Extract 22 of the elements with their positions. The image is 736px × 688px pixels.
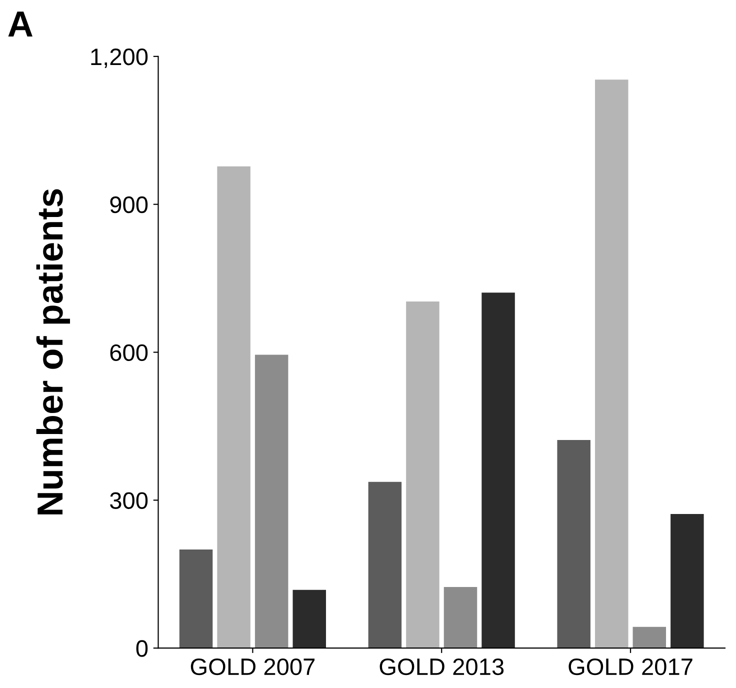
bar: [444, 586, 478, 648]
bar: [670, 514, 704, 648]
x-tick-label: GOLD 2013: [380, 658, 504, 676]
y-tick-label: 900: [110, 196, 148, 214]
bar: [254, 354, 288, 648]
y-tick-label: 300: [110, 492, 148, 509]
bar: [217, 166, 250, 648]
y-tick-label: 600: [110, 344, 148, 362]
y-axis-title: Number of patients: [36, 189, 70, 514]
bar: [292, 590, 326, 648]
bar: [179, 549, 213, 648]
x-tick-label: GOLD 2007: [190, 658, 315, 676]
bar: [632, 626, 666, 648]
text: A: [8, 12, 32, 36]
bar: [482, 292, 515, 648]
bar: [594, 80, 628, 648]
y-tick-label: 0: [136, 640, 148, 657]
bar: [557, 440, 590, 648]
bar: [368, 482, 402, 648]
bar: [406, 301, 440, 648]
x-tick-label: GOLD 2017: [568, 658, 692, 676]
y-tick-label: 1,200: [91, 48, 148, 68]
